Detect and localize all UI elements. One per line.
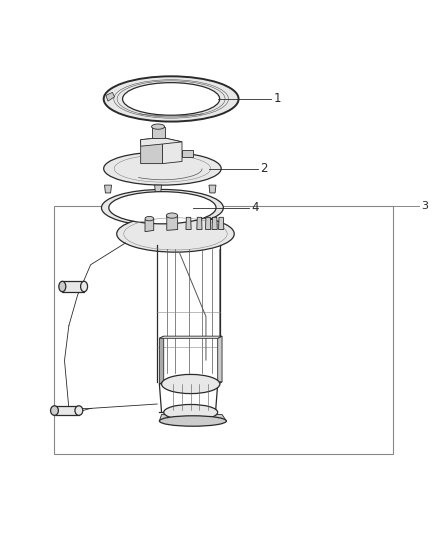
Polygon shape	[219, 217, 224, 230]
Polygon shape	[167, 215, 178, 230]
Ellipse shape	[75, 406, 83, 415]
Ellipse shape	[164, 405, 218, 420]
Polygon shape	[186, 217, 191, 230]
Polygon shape	[141, 138, 182, 146]
Text: 3: 3	[421, 200, 428, 211]
Polygon shape	[209, 185, 216, 193]
Polygon shape	[212, 217, 217, 230]
Ellipse shape	[109, 192, 216, 224]
Polygon shape	[159, 382, 222, 384]
Polygon shape	[152, 127, 165, 138]
Polygon shape	[106, 92, 115, 101]
Polygon shape	[141, 138, 162, 164]
Ellipse shape	[123, 83, 220, 115]
Polygon shape	[145, 219, 154, 232]
Ellipse shape	[102, 189, 223, 226]
Polygon shape	[218, 336, 222, 384]
Ellipse shape	[145, 216, 154, 221]
Ellipse shape	[166, 213, 178, 218]
Polygon shape	[197, 217, 202, 230]
Polygon shape	[159, 415, 226, 421]
Ellipse shape	[162, 375, 220, 393]
Polygon shape	[54, 406, 79, 415]
Ellipse shape	[104, 152, 221, 185]
Bar	[53, 206, 393, 454]
Ellipse shape	[159, 416, 226, 426]
Polygon shape	[62, 281, 84, 292]
Polygon shape	[162, 138, 182, 164]
Text: 4: 4	[252, 201, 259, 214]
Ellipse shape	[152, 124, 165, 129]
Ellipse shape	[81, 281, 88, 292]
Ellipse shape	[59, 281, 66, 292]
Ellipse shape	[50, 406, 58, 415]
Polygon shape	[105, 185, 112, 193]
Polygon shape	[155, 185, 162, 193]
Text: 2: 2	[260, 162, 268, 175]
Polygon shape	[205, 217, 211, 230]
Polygon shape	[159, 336, 222, 338]
Text: 1: 1	[273, 92, 281, 106]
Polygon shape	[182, 150, 193, 157]
Ellipse shape	[117, 215, 234, 252]
Ellipse shape	[104, 76, 239, 122]
Polygon shape	[159, 336, 164, 384]
